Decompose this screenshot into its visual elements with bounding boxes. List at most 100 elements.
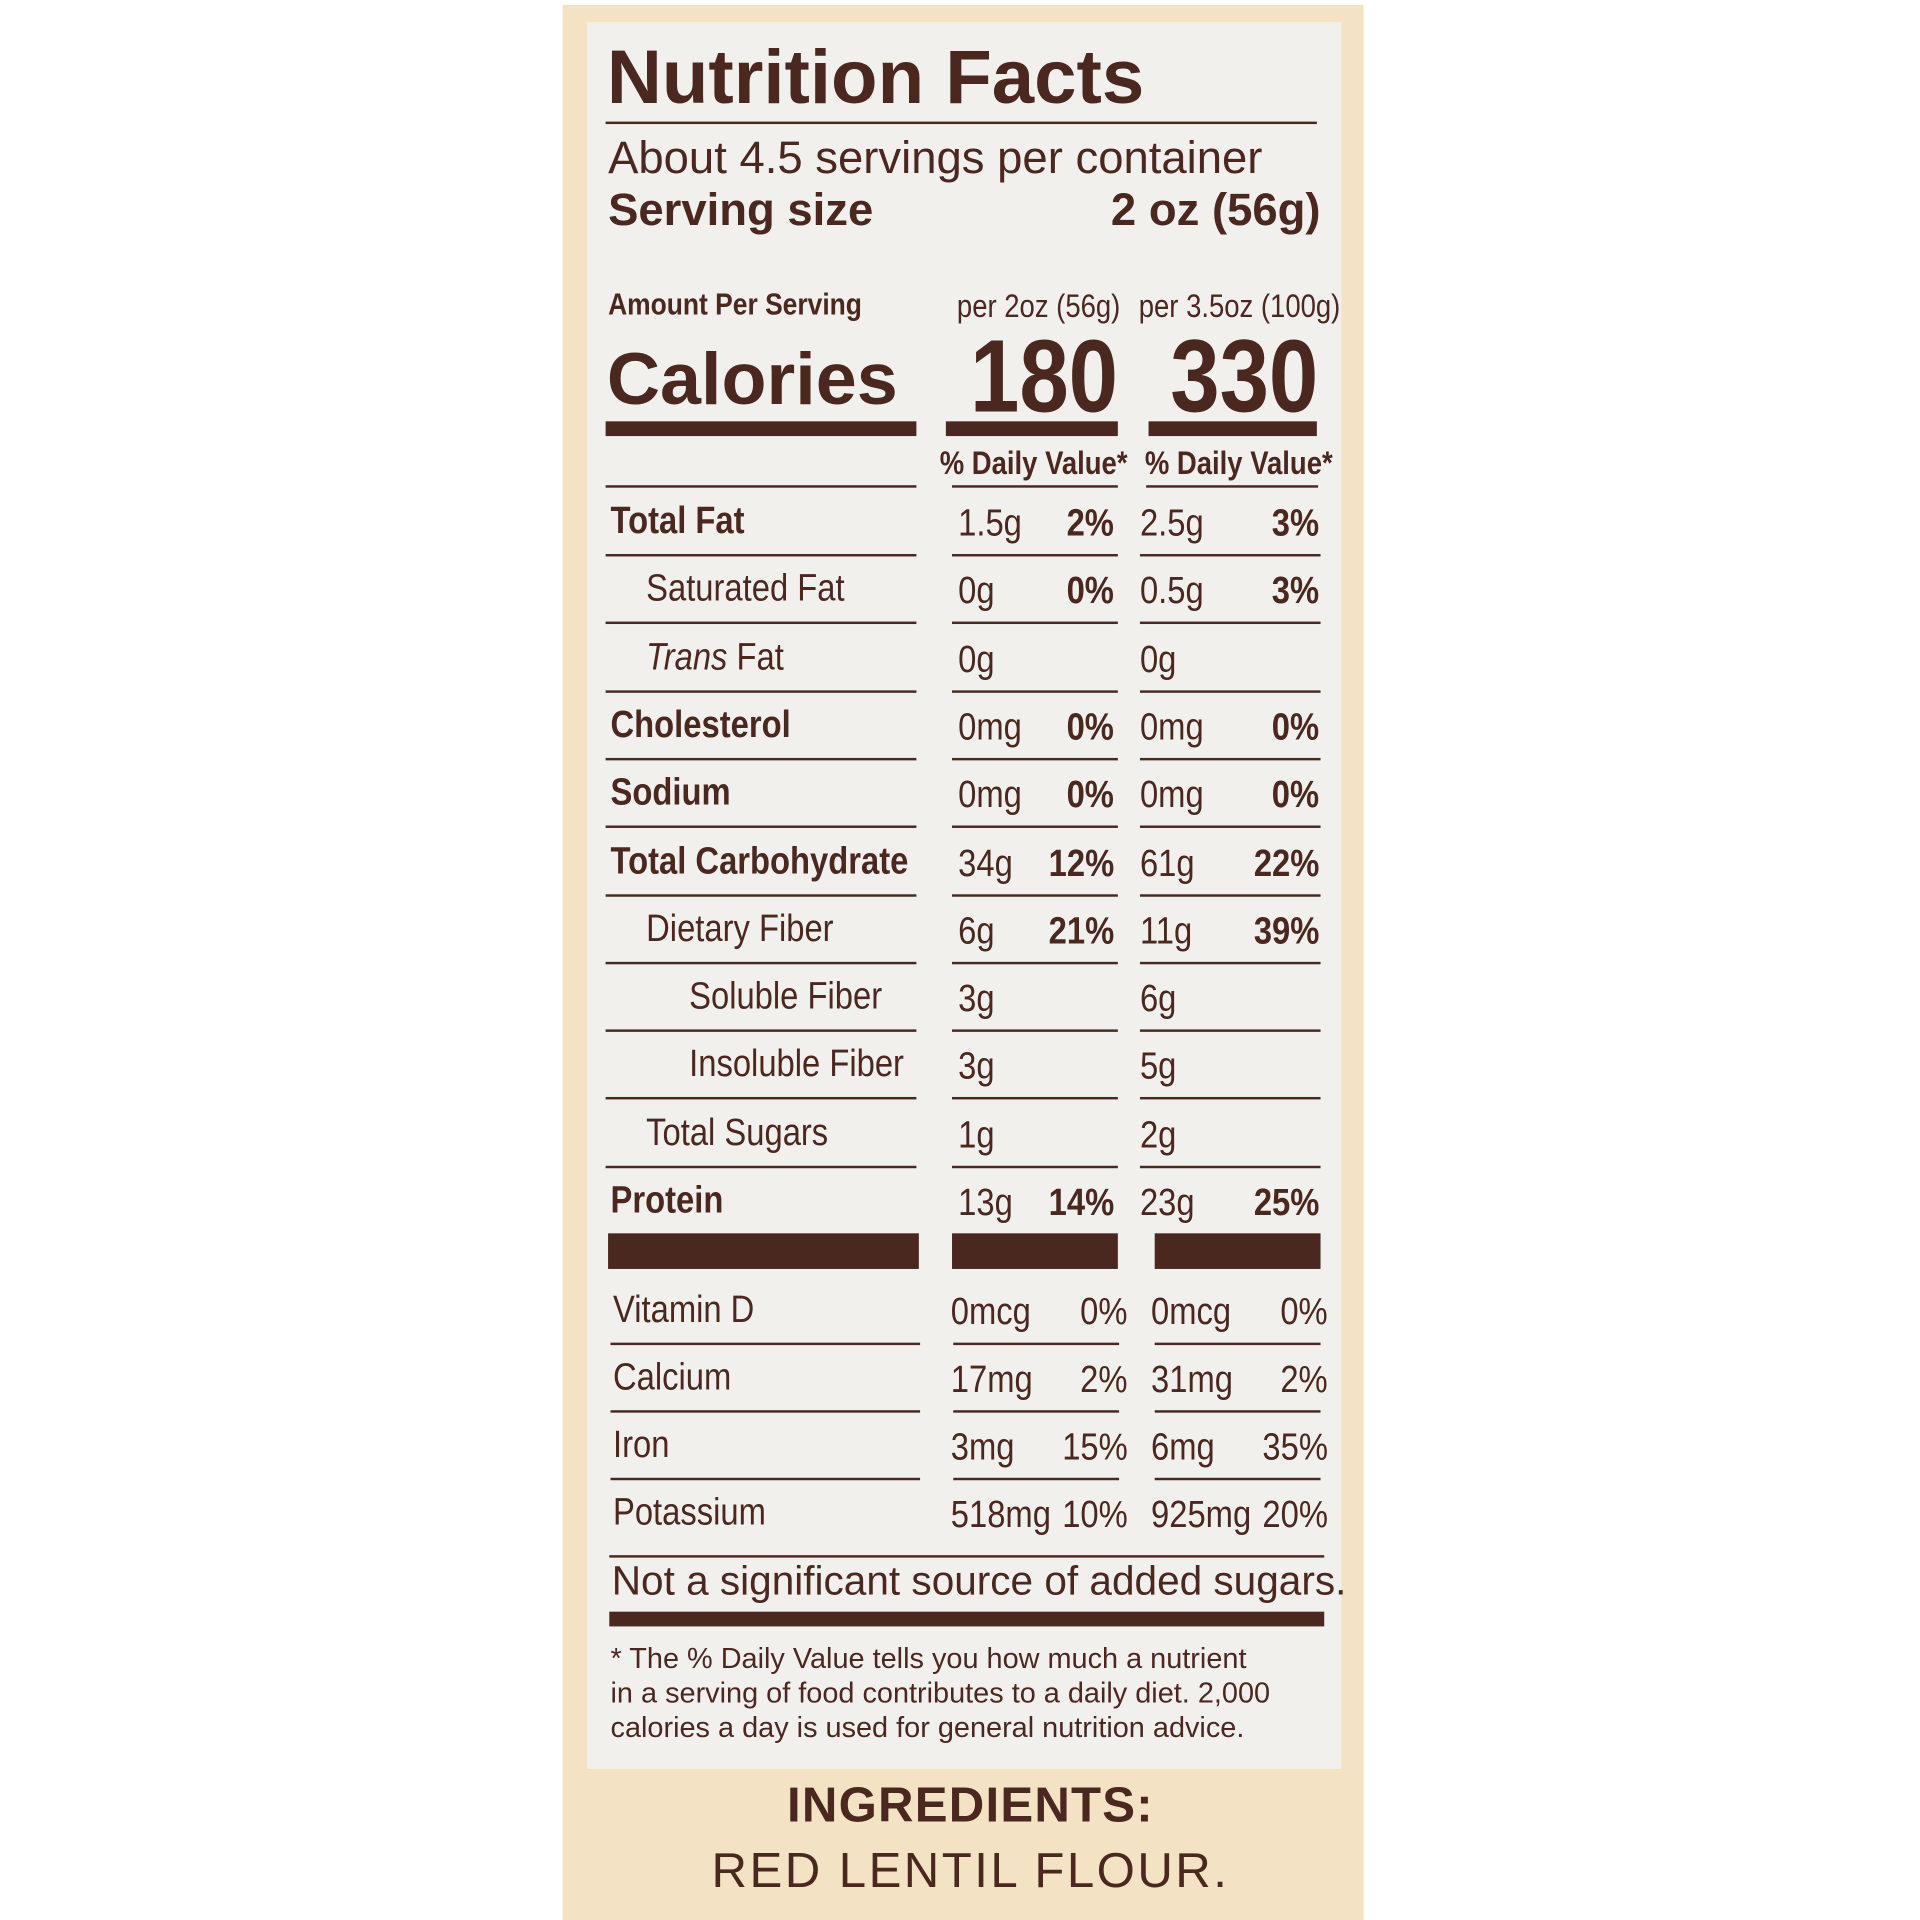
amount-col1: 0mcg (950, 1289, 1031, 1333)
vitamin-label: Potassium (612, 1490, 766, 1534)
divider (605, 689, 917, 693)
vitamin-row: Iron 3mg 15% 6mg 35% (0, 1413, 1920, 1481)
amount-col1: 0g (958, 637, 995, 681)
amount-col1: 17mg (950, 1357, 1033, 1401)
divider (605, 825, 917, 829)
divider (952, 485, 1118, 488)
divider (953, 1477, 1120, 1481)
added-sugars-note: Not a significant source of added sugars… (611, 1557, 1347, 1604)
divider (1139, 1165, 1321, 1168)
calories-col1: 180 (969, 318, 1118, 434)
amount-col1: 13g (958, 1180, 1013, 1224)
amount-col1: 3mg (950, 1424, 1015, 1468)
amount-col1: 3g (958, 976, 995, 1020)
nutrient-row: Dietary Fiber 6g 21% 11g 39% (0, 896, 1920, 965)
thick-bar (952, 1233, 1118, 1269)
divider (952, 893, 1118, 897)
nutrient-row: Total Carbohydrate 34g 12% 61g 22% (0, 829, 1920, 897)
nutrient-label: Soluble Fiber (689, 974, 883, 1018)
footnote-line: in a serving of food contributes to a da… (610, 1676, 1271, 1709)
amount-col2: 0.5g (1139, 569, 1204, 613)
divider (1154, 1410, 1321, 1413)
amount-col2: 5g (1139, 1044, 1177, 1088)
daily-value-col1: 21% (1048, 908, 1115, 952)
nutrient-label: Dietary Fiber (646, 906, 834, 950)
amount-col1: 3g (958, 1044, 995, 1088)
servings-per-container: About 4.5 servings per container (608, 132, 1263, 184)
daily-value-col1: 0% (1066, 569, 1115, 613)
divider (1154, 1342, 1321, 1346)
divider (952, 1165, 1118, 1168)
nutrient-label: Total Carbohydrate (610, 838, 909, 882)
divider (605, 1097, 917, 1100)
daily-value-col1: 2% (1066, 501, 1115, 545)
daily-value-col1: 10% (1062, 1492, 1128, 1536)
daily-value-col2: 20% (1262, 1492, 1328, 1536)
divider (952, 825, 1118, 829)
amount-col2: 0mg (1139, 772, 1204, 816)
ingredients-text: RED LENTIL FLOUR. (711, 1843, 1230, 1898)
daily-value-col1: 14% (1048, 1180, 1115, 1224)
divider (605, 121, 1317, 125)
amount-col1: 34g (958, 840, 1013, 884)
daily-value-col1: 0% (1066, 704, 1115, 748)
divider (952, 554, 1118, 557)
divider (1139, 825, 1321, 829)
divider (605, 1029, 917, 1032)
daily-value-col1: 0% (1066, 772, 1115, 816)
divider (952, 757, 1118, 761)
title: Nutrition Facts (606, 35, 1145, 121)
vitamin-row: Vitamin D 0mcg 0% 0mcg 0% (0, 1278, 1920, 1346)
thick-bar (1148, 421, 1317, 437)
amount-col1: 1g (958, 1112, 995, 1156)
divider (605, 893, 917, 897)
daily-value-col1: 12% (1048, 840, 1115, 884)
daily-value-col1: 0% (1080, 1289, 1128, 1333)
divider (1154, 1477, 1321, 1481)
thick-bar (608, 1233, 919, 1269)
serving-size-value: 2 oz (56g) (1110, 184, 1321, 235)
divider (952, 1029, 1118, 1032)
divider (605, 554, 917, 557)
nutrient-label: Total Fat (610, 498, 745, 542)
daily-value-col2: 3% (1271, 501, 1320, 545)
amount-col2: 0mcg (1151, 1289, 1232, 1333)
divider (610, 1477, 921, 1481)
calories-label: Calories (606, 337, 898, 421)
vitamin-label: Iron (612, 1422, 670, 1466)
divider (609, 1555, 1325, 1558)
thick-bar (945, 421, 1118, 437)
daily-value-col2: 22% (1253, 840, 1320, 884)
nutrient-row: Insoluble Fiber 3g 5g (0, 1032, 1920, 1100)
daily-value-col2: 0% (1271, 772, 1320, 816)
divider (1139, 893, 1321, 897)
thick-bar (605, 421, 917, 437)
amount-col2: 6mg (1151, 1424, 1215, 1468)
amount-col2: 2g (1139, 1112, 1177, 1156)
nutrient-label: Insoluble Fiber (689, 1042, 904, 1086)
amount-col2: 0mg (1139, 704, 1204, 748)
amount-col1: 0mg (958, 704, 1022, 748)
thick-bar (609, 1611, 1325, 1627)
nutrient-label: Protein (610, 1178, 724, 1222)
vitamin-row: Potassium 518mg 10% 925mg 20% (0, 1480, 1920, 1548)
nutrient-label: Total Sugars (646, 1110, 829, 1154)
divider (605, 757, 917, 761)
amount-col2: 2.5g (1139, 501, 1204, 545)
nutrient-label: Sodium (610, 770, 731, 814)
ingredients-heading: INGREDIENTS: (786, 1778, 1154, 1833)
serving-size-label: Serving size (608, 184, 874, 235)
divider (610, 1342, 921, 1346)
vitamin-row: Calcium 17mg 2% 31mg 2% (0, 1345, 1920, 1413)
divider (1139, 1029, 1321, 1032)
nutrient-row: Sodium 0mg 0% 0mg 0% (0, 761, 1920, 829)
divider (1139, 621, 1321, 625)
divider (1139, 757, 1321, 761)
daily-value-header-col2: % Daily Value* (1144, 444, 1333, 482)
divider (1139, 961, 1321, 965)
amount-col2: 23g (1139, 1180, 1195, 1224)
daily-value-col1: 15% (1062, 1424, 1128, 1468)
daily-value-header-col1: % Daily Value* (939, 444, 1128, 482)
amount-col1: 6g (958, 908, 995, 952)
